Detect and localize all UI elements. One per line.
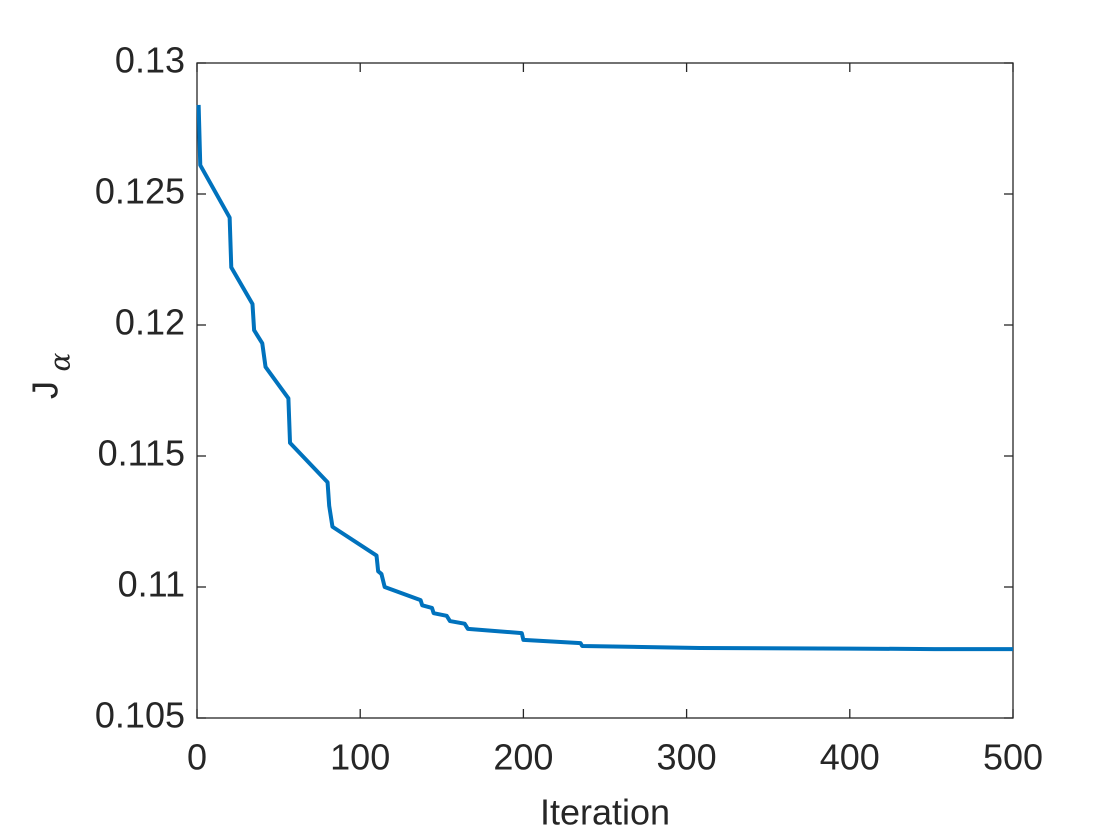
x-tick-label: 200 — [493, 737, 553, 778]
y-tick-label: 0.115 — [98, 433, 185, 474]
x-tick-label: 0 — [187, 737, 207, 778]
x-tick-label: 500 — [983, 737, 1043, 778]
y-tick-label: 0.12 — [115, 302, 185, 343]
y-tick-label: 0.125 — [95, 171, 185, 212]
y-tick-label: 0.13 — [115, 40, 185, 81]
y-tick-label: 0.105 — [95, 695, 185, 736]
x-tick-label: 100 — [330, 737, 390, 778]
y-axis-label: J — [25, 381, 66, 399]
axes-box — [196, 62, 1014, 719]
y-tick-label: 0.11 — [118, 564, 185, 605]
y-axis-label-group: J α — [25, 352, 77, 399]
x-axis-label: Iteration — [540, 792, 670, 833]
data-line — [196, 104, 1013, 652]
x-tick-label: 300 — [657, 737, 717, 778]
x-tick-label: 400 — [820, 737, 880, 778]
y-axis-label-subscript: α — [44, 352, 77, 371]
